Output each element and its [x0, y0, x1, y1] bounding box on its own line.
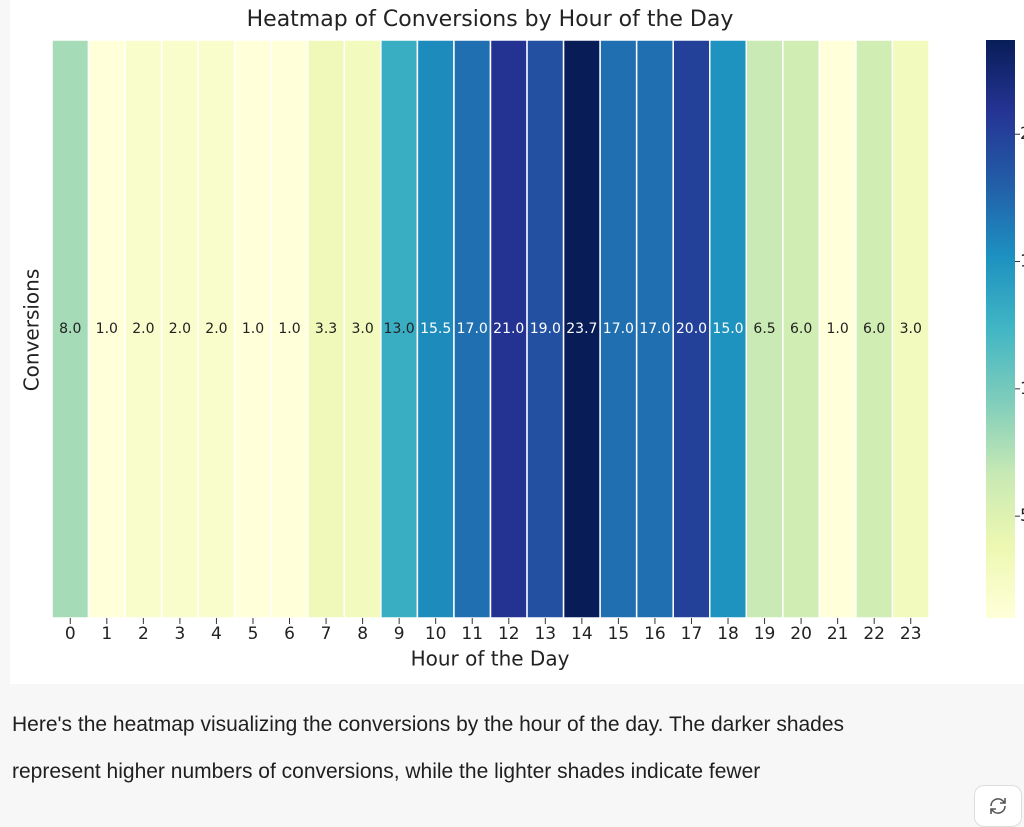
cell-label: 1.0 [278, 321, 300, 337]
heat-cell [160, 39, 199, 619]
heat-cell [489, 39, 528, 619]
cell-label: 1.0 [242, 321, 264, 337]
cell-label: 15.0 [712, 321, 743, 337]
x-tick-label: 23 [900, 624, 922, 644]
heat-cell [51, 39, 90, 619]
cell-label: 3.0 [351, 321, 373, 337]
colorbar-tick-label: 15 [1020, 252, 1024, 272]
x-tick-label: 1 [101, 624, 112, 644]
x-tick-label: 15 [608, 624, 630, 644]
cell-label: 8.0 [59, 321, 81, 337]
x-tick-label: 0 [65, 624, 76, 644]
message-line: represent higher numbers of conversions,… [12, 760, 761, 783]
message-line: Here's the heatmap visualizing the conve… [12, 713, 845, 736]
heat-cell [270, 39, 309, 619]
colorbar-tick-label: 5 [1020, 506, 1024, 526]
heat-cell [855, 39, 894, 619]
chart-title: Heatmap of Conversions by Hour of the Da… [247, 7, 734, 32]
x-tick-label: 2 [138, 624, 149, 644]
heat-cell [453, 39, 492, 619]
heat-cell [416, 39, 455, 619]
x-tick-label: 14 [571, 624, 593, 644]
heat-cell [782, 39, 821, 619]
x-tick-label: 10 [425, 624, 447, 644]
cell-label: 6.0 [863, 321, 885, 337]
x-tick-label: 8 [357, 624, 368, 644]
x-tick-label: 9 [394, 624, 405, 644]
x-tick-label: 18 [717, 624, 739, 644]
heat-cell [380, 39, 419, 619]
heat-cell [891, 39, 930, 619]
regenerate-icon [990, 798, 1006, 814]
cell-label: 19.0 [530, 321, 561, 337]
x-tick-label: 11 [461, 624, 483, 644]
x-tick-label: 17 [681, 624, 703, 644]
cell-label: 17.0 [603, 321, 634, 337]
cell-label: 6.5 [753, 321, 775, 337]
y-axis-label: Conversions [20, 269, 44, 392]
heat-cell [124, 39, 163, 619]
heat-cell [233, 39, 272, 619]
heat-cell [343, 39, 382, 619]
chart: Heatmap of Conversions by Hour of the Da… [19, 7, 1024, 671]
x-tick-label: 5 [248, 624, 259, 644]
x-tick-label: 13 [534, 624, 556, 644]
cell-label: 13.0 [384, 321, 415, 337]
x-tick-label: 4 [211, 624, 222, 644]
heat-cell [562, 39, 601, 619]
heat-cell [197, 39, 236, 619]
cell-label: 17.0 [457, 321, 488, 337]
x-tick-label: 16 [644, 624, 666, 644]
colorbar-tick-label: 20 [1020, 124, 1024, 144]
cell-label: 20.0 [676, 321, 707, 337]
x-tick-label: 22 [863, 624, 885, 644]
x-tick-label: 12 [498, 624, 520, 644]
cell-label: 1.0 [96, 321, 118, 337]
cell-label: 21.0 [493, 321, 524, 337]
x-axis-label: Hour of the Day [411, 647, 570, 671]
page: Heatmap of Conversions by Hour of the Da… [12, 7, 1024, 827]
x-tick-label: 7 [321, 624, 332, 644]
x-tick-label: 19 [754, 624, 776, 644]
cell-label: 3.0 [900, 321, 922, 337]
cell-label: 1.0 [827, 321, 849, 337]
cell-label: 17.0 [639, 321, 670, 337]
x-tick-label: 6 [284, 624, 295, 644]
x-tick-label: 20 [790, 624, 812, 644]
heat-cell [672, 39, 711, 619]
colorbar-tick-label: 10 [1020, 379, 1024, 399]
cell-label: 3.3 [315, 321, 337, 337]
cell-label: 6.0 [790, 321, 812, 337]
cell-label: 15.5 [420, 321, 451, 337]
regenerate-button[interactable] [974, 785, 1022, 827]
cell-label: 2.0 [169, 321, 191, 337]
heat-cell [526, 39, 565, 619]
cell-label: 23.7 [566, 321, 597, 337]
heat-cell [599, 39, 638, 619]
cell-label: 2.0 [132, 321, 154, 337]
colorbar [986, 40, 1015, 618]
x-tick-label: 21 [827, 624, 849, 644]
x-tick-label: 3 [174, 624, 185, 644]
cell-label: 2.0 [205, 321, 227, 337]
